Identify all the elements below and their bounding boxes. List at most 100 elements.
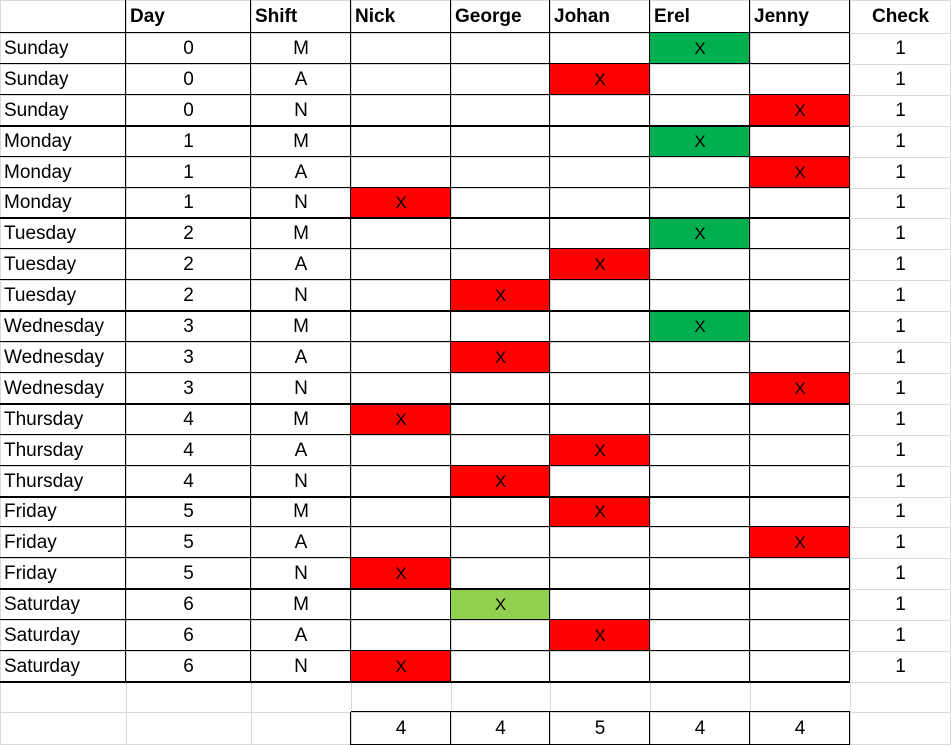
check-cell[interactable]: 1	[895, 655, 906, 677]
empty-cell[interactable]	[550, 558, 650, 589]
day-name-cell[interactable]: Tuesday	[4, 253, 77, 275]
day-name-cell[interactable]: Friday	[4, 531, 57, 553]
day-name-cell[interactable]: Thursday	[4, 439, 84, 461]
day-name-cell[interactable]: Sunday	[4, 99, 69, 121]
shift-mark-cell[interactable]: X	[694, 316, 706, 336]
check-cell[interactable]: 1	[895, 37, 906, 59]
empty-cell[interactable]	[351, 280, 451, 311]
shift-cell[interactable]: N	[294, 655, 308, 677]
shift-cell[interactable]: N	[294, 470, 308, 492]
check-cell[interactable]: 1	[895, 161, 906, 183]
empty-cell[interactable]	[650, 157, 750, 188]
check-cell[interactable]: 1	[895, 439, 906, 461]
shift-mark-cell[interactable]: X	[494, 471, 507, 491]
day-number-cell[interactable]: 0	[183, 99, 194, 121]
empty-cell[interactable]	[351, 218, 451, 249]
empty-cell[interactable]	[550, 651, 650, 682]
empty-cell[interactable]	[550, 218, 650, 249]
empty-cell[interactable]	[550, 280, 650, 311]
empty-cell[interactable]	[550, 589, 650, 620]
check-cell[interactable]: 1	[895, 562, 906, 584]
empty-cell[interactable]	[550, 157, 650, 188]
day-name-cell[interactable]: Friday	[4, 501, 57, 522]
empty-cell[interactable]	[750, 249, 850, 280]
empty-cell[interactable]	[451, 64, 550, 95]
empty-cell[interactable]	[750, 404, 850, 435]
empty-cell[interactable]	[750, 33, 850, 64]
check-cell[interactable]: 1	[895, 624, 906, 646]
shift-mark-cell[interactable]: X	[794, 378, 806, 398]
check-cell[interactable]: 1	[895, 192, 906, 213]
empty-cell[interactable]	[550, 373, 650, 404]
day-number-cell[interactable]: 6	[183, 593, 194, 615]
check-cell[interactable]: 1	[895, 130, 906, 152]
empty-cell[interactable]	[650, 620, 750, 651]
day-number-cell[interactable]: 0	[183, 37, 194, 59]
empty-cell[interactable]	[550, 188, 650, 218]
day-name-cell[interactable]: Tuesday	[4, 222, 77, 244]
shift-cell[interactable]: N	[294, 377, 308, 399]
total-cell[interactable]: 4	[395, 717, 407, 739]
day-name-cell[interactable]: Sunday	[4, 37, 69, 59]
empty-cell[interactable]	[750, 218, 850, 249]
empty-cell[interactable]	[650, 404, 750, 435]
shift-mark-cell[interactable]: X	[395, 563, 407, 583]
day-number-cell[interactable]: 1	[183, 130, 194, 152]
day-name-cell[interactable]: Saturday	[4, 593, 81, 615]
check-cell[interactable]: 1	[895, 284, 906, 306]
day-name-cell[interactable]: Wednesday	[4, 315, 104, 337]
day-name-cell[interactable]: Monday	[4, 130, 72, 152]
empty-cell[interactable]	[650, 95, 750, 126]
shift-mark-cell[interactable]: X	[494, 347, 507, 367]
day-number-cell[interactable]: 2	[183, 284, 194, 306]
shift-cell[interactable]: M	[293, 501, 309, 522]
empty-cell[interactable]	[550, 95, 650, 126]
header-johan[interactable]: Johan	[554, 5, 610, 27]
day-number-cell[interactable]: 3	[183, 346, 194, 368]
empty-cell[interactable]	[351, 126, 451, 157]
shift-cell[interactable]: M	[293, 408, 309, 430]
check-cell[interactable]: 1	[895, 99, 906, 121]
empty-cell[interactable]	[750, 64, 850, 95]
shift-mark-cell[interactable]: X	[594, 69, 606, 89]
total-cell[interactable]: 5	[594, 717, 606, 739]
shift-mark-cell[interactable]: X	[794, 532, 806, 552]
shift-cell[interactable]: A	[294, 439, 308, 461]
empty-cell[interactable]	[750, 558, 850, 589]
empty-cell[interactable]	[750, 497, 850, 527]
empty-cell[interactable]	[650, 558, 750, 589]
shift-mark-cell[interactable]: X	[395, 409, 407, 429]
day-name-cell[interactable]: Thursday	[4, 470, 84, 492]
shift-cell[interactable]: M	[293, 222, 309, 244]
day-number-cell[interactable]: 1	[183, 192, 194, 213]
empty-cell[interactable]	[351, 342, 451, 373]
day-name-cell[interactable]: Wednesday	[4, 377, 104, 399]
day-name-cell[interactable]: Thursday	[4, 408, 84, 430]
day-number-cell[interactable]: 4	[183, 470, 194, 492]
empty-cell[interactable]	[750, 311, 850, 342]
empty-cell[interactable]	[750, 280, 850, 311]
empty-cell[interactable]	[451, 404, 550, 435]
header-cell-empty[interactable]	[0, 0, 126, 33]
empty-cell[interactable]	[550, 466, 650, 497]
empty-cell[interactable]	[750, 435, 850, 466]
empty-cell[interactable]	[550, 33, 650, 64]
shift-mark-cell[interactable]: X	[694, 38, 706, 58]
header-check[interactable]: Check	[871, 5, 930, 27]
empty-cell[interactable]	[650, 188, 750, 218]
empty-cell[interactable]	[351, 589, 451, 620]
empty-cell[interactable]	[351, 466, 451, 497]
empty-cell[interactable]	[650, 373, 750, 404]
empty-cell[interactable]	[451, 33, 550, 64]
empty-cell[interactable]	[550, 527, 650, 558]
shift-cell[interactable]: N	[294, 562, 308, 584]
empty-cell[interactable]	[750, 466, 850, 497]
shift-cell[interactable]: N	[294, 192, 308, 213]
empty-cell[interactable]	[451, 527, 550, 558]
empty-cell[interactable]	[650, 589, 750, 620]
header-nick[interactable]: Nick	[355, 5, 396, 27]
header-shift[interactable]: Shift	[255, 5, 298, 27]
shift-cell[interactable]: M	[293, 37, 309, 59]
day-number-cell[interactable]: 2	[183, 253, 194, 275]
total-cell[interactable]: 4	[495, 717, 506, 739]
